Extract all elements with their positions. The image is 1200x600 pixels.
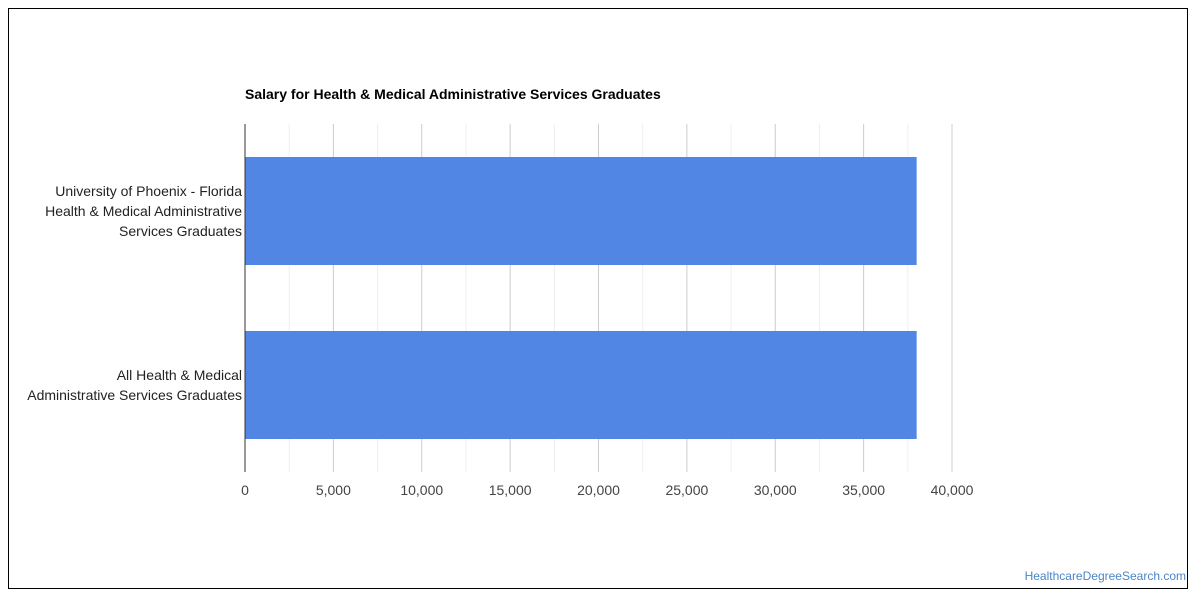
x-tick-label: 20,000 [577, 482, 620, 498]
x-tick-label: 30,000 [754, 482, 797, 498]
watermark-link[interactable]: HealthcareDegreeSearch.com [1024, 569, 1186, 583]
x-tick-label: 25,000 [665, 482, 708, 498]
category-label: All Health & Medical Administrative Servi… [27, 367, 242, 403]
bar [245, 331, 917, 439]
bar [245, 157, 917, 265]
x-tick-label: 0 [241, 482, 249, 498]
chart-title: Salary for Health & Medical Administrati… [245, 86, 661, 102]
x-tick-label: 10,000 [400, 482, 443, 498]
x-tick-label: 35,000 [842, 482, 885, 498]
category-label: University of Phoenix - Florida Health & … [45, 183, 242, 239]
x-tick-label: 15,000 [489, 482, 532, 498]
x-tick-label: 5,000 [316, 482, 351, 498]
x-tick-label: 40,000 [931, 482, 974, 498]
